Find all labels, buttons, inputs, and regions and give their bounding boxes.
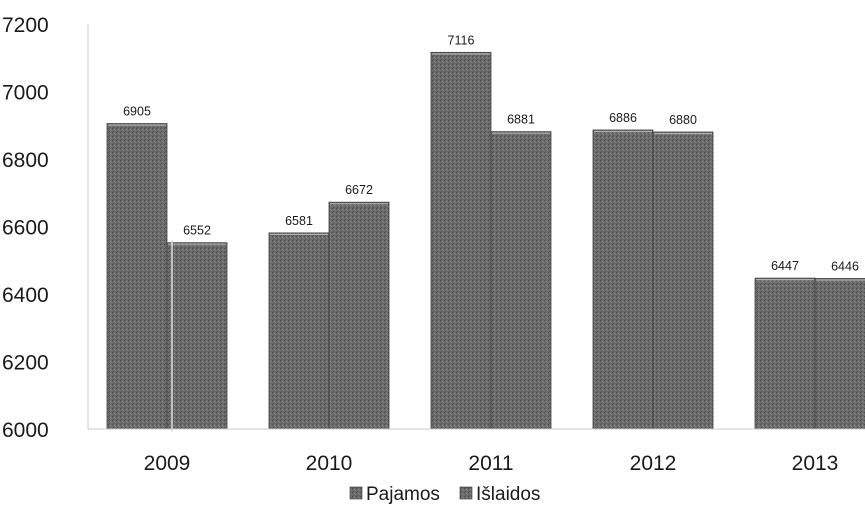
y-tick-label: 7000: [2, 82, 49, 105]
legend-label-pajamos: Pajamos: [366, 484, 440, 505]
bar-islaidos-2010: [328, 201, 390, 430]
y-tick-label: 6400: [2, 284, 49, 307]
legend: Pajamos Išlaidos: [349, 484, 540, 505]
data-label-islaidos-2010: 6672: [345, 183, 373, 197]
bar-pajamos-2011: [430, 51, 492, 430]
data-label-pajamos-2011: 7116: [448, 33, 475, 47]
legend-swatch-pajamos: [349, 486, 363, 500]
data-label-islaidos-2009: 6552: [183, 224, 211, 238]
x-tick-label: 2010: [306, 452, 353, 475]
bar-pajamos-2009: [106, 123, 168, 430]
legend-label-islaidos: Išlaidos: [476, 484, 540, 505]
data-labels-group: 6905 6552 6581 6672 7116 6881 6886 6880 6447 6446: [123, 33, 859, 273]
bar-islaidos-2013: [814, 278, 865, 430]
bar-pajamos-2013: [754, 277, 816, 430]
data-label-pajamos-2013: 6447: [771, 259, 799, 273]
bars-group: [106, 51, 865, 432]
y-tick-label: 7200: [2, 14, 49, 37]
data-label-islaidos-2013: 6446: [831, 259, 859, 273]
bar-pajamos-2010: [268, 232, 330, 430]
bar-pajamos-2012: [592, 129, 654, 430]
x-tick-label: 2012: [630, 452, 677, 475]
bar-islaidos-2012: [652, 131, 714, 430]
legend-swatch-islaidos: [459, 486, 473, 500]
y-axis: 6000 6200 6400 6600 6800 7000 7200: [2, 14, 89, 442]
data-label-pajamos-2009: 6905: [123, 105, 151, 119]
y-tick-label: 6200: [2, 352, 49, 375]
y-tick-label: 6800: [2, 149, 49, 172]
data-label-islaidos-2011: 6881: [507, 113, 535, 127]
bar-islaidos-2009: [166, 242, 228, 430]
x-tick-label: 2013: [792, 452, 839, 475]
y-tick-label: 6000: [2, 419, 49, 442]
data-label-islaidos-2012: 6880: [669, 113, 697, 127]
bar-islaidos-2011: [490, 131, 552, 430]
y-tick-label: 6600: [2, 217, 49, 240]
data-label-pajamos-2010: 6581: [285, 214, 313, 228]
data-label-pajamos-2012: 6886: [609, 111, 637, 125]
x-tick-label: 2009: [144, 452, 191, 475]
x-axis: 2009 2010 2011 2012 2013: [88, 428, 865, 475]
x-tick-label: 2011: [468, 452, 513, 475]
